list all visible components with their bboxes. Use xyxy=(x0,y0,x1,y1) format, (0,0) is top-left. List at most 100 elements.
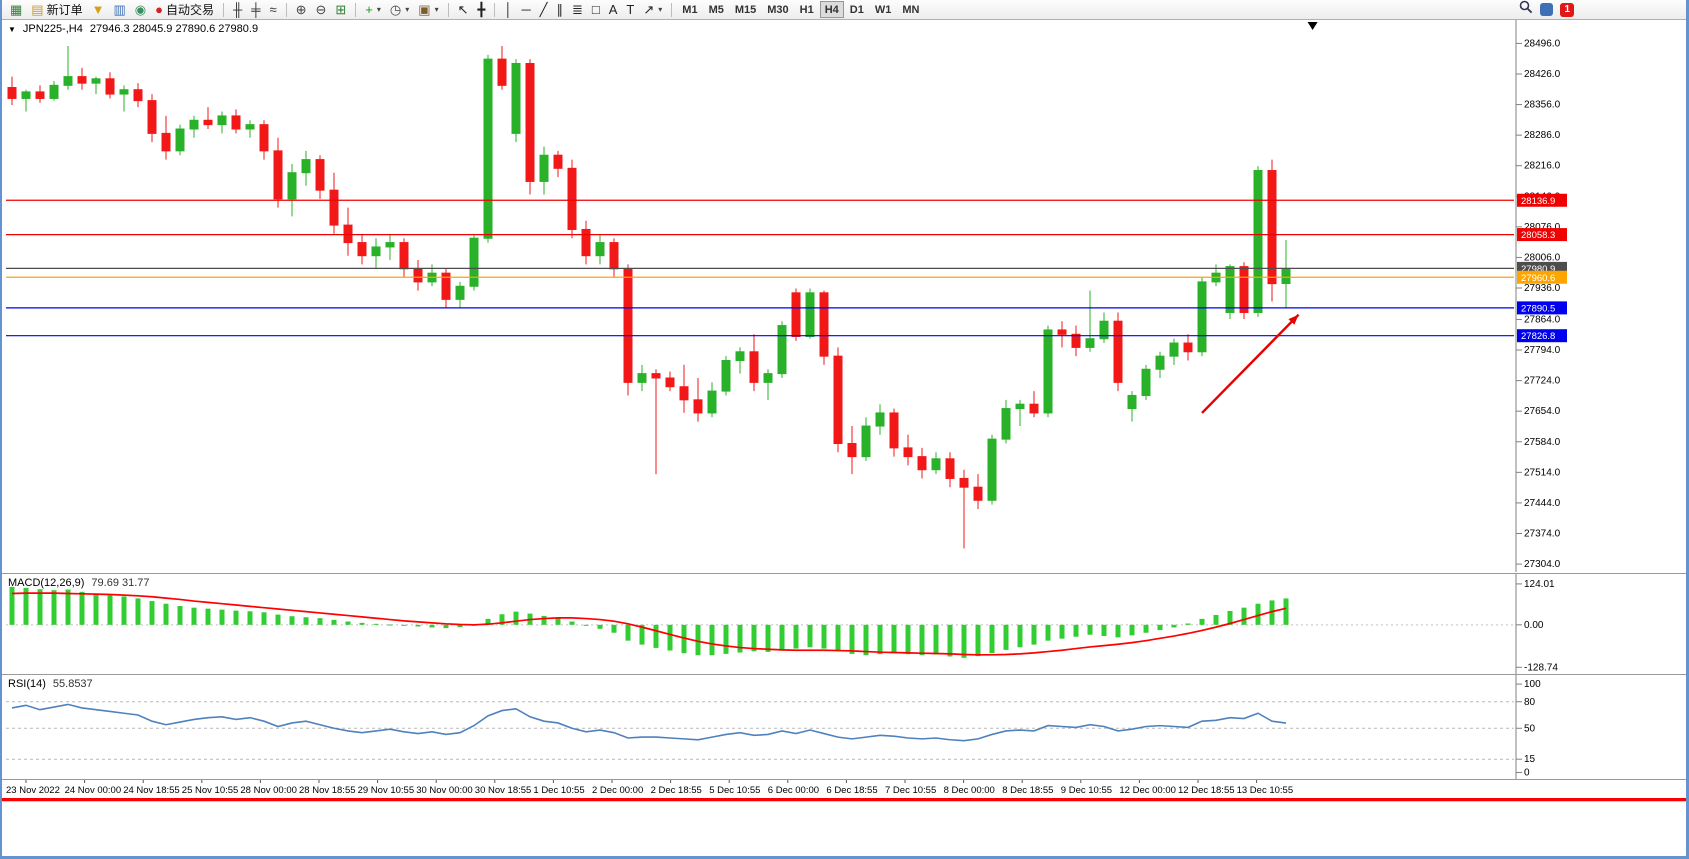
svg-text:28426.0: 28426.0 xyxy=(1524,69,1561,80)
svg-text:0: 0 xyxy=(1524,767,1530,778)
macd-indicator-label: MACD(12,26,9) 79.69 31.77 xyxy=(8,577,150,589)
navigator-button[interactable]: ◉ xyxy=(131,1,150,19)
text-button[interactable]: A xyxy=(605,1,622,19)
chart-collapse-icon[interactable]: ▼ xyxy=(8,24,16,34)
svg-text:80: 80 xyxy=(1524,697,1536,708)
svg-text:27444.0: 27444.0 xyxy=(1524,498,1561,509)
arrows-button[interactable]: ↗ ▾ xyxy=(639,1,666,19)
svg-text:8 Dec 18:55: 8 Dec 18:55 xyxy=(1002,785,1053,796)
main-toolbar: ▦ ▤ 新订单 ▼ ▥ ◉ ● 自动交易 ╫ ╪ ≈ ⊕ ⊖ ⊞ + ▾ ◷ ▾ ▣ ▾ ↖ ╋ │ ─ ╱ ∥ ≣ □ A T ↗ ▾ M1… xyxy=(2,0,1686,20)
bar-chart-button[interactable]: ╫ xyxy=(229,1,246,19)
svg-text:28058.3: 28058.3 xyxy=(1521,230,1555,241)
tile-windows-icon: ⊞ xyxy=(335,2,347,17)
shapes-button[interactable]: □ xyxy=(588,1,604,19)
timeframe-m5-button[interactable]: M5 xyxy=(704,1,729,18)
zoom-in-button[interactable]: ⊕ xyxy=(292,1,311,19)
fibonacci-icon: ≣ xyxy=(571,2,583,17)
svg-text:27960.6: 27960.6 xyxy=(1521,273,1555,284)
templates-button[interactable]: ▣ ▾ xyxy=(414,1,442,19)
toolbar-separator xyxy=(223,2,224,17)
svg-text:27724.0: 27724.0 xyxy=(1524,376,1561,387)
candlestick-chart-button[interactable]: ╪ xyxy=(247,1,264,19)
channel-icon: ∥ xyxy=(556,2,563,17)
timeframe-mn-button[interactable]: MN xyxy=(897,1,924,18)
price-chart-canvas[interactable]: 28496.028426.028356.028286.028216.028146… xyxy=(2,20,1686,572)
svg-text:100: 100 xyxy=(1524,679,1541,690)
text-label-icon: T xyxy=(626,2,635,17)
svg-text:24 Nov 18:55: 24 Nov 18:55 xyxy=(123,785,180,796)
new-chart-icon: ▦ xyxy=(10,2,23,17)
periods-dropdown-icon[interactable]: ▾ xyxy=(405,5,410,14)
time-axis[interactable]: 23 Nov 2022 24 Nov 00:00 24 Nov 18:55 25 No… xyxy=(2,780,1686,798)
macd-values: 79.69 31.77 xyxy=(91,577,150,589)
new-chart-button[interactable]: ▦ xyxy=(6,1,26,19)
chart-symbol: JPN225-,H4 xyxy=(22,23,83,35)
data-window-icon: ▥ xyxy=(113,2,126,17)
svg-text:28076.0: 28076.0 xyxy=(1524,222,1561,233)
candlestick-chart-icon: ╪ xyxy=(251,2,261,17)
svg-text:27826.8: 27826.8 xyxy=(1521,331,1555,342)
zoom-out-button[interactable]: ⊖ xyxy=(311,1,330,19)
periods-button[interactable]: ◷ ▾ xyxy=(386,1,413,19)
vertical-line-button[interactable]: │ xyxy=(500,1,516,19)
data-window-button[interactable]: ▥ xyxy=(109,1,129,19)
toolbar-right: 1 xyxy=(1519,0,1574,19)
arrows-dropdown-icon[interactable]: ▾ xyxy=(658,5,663,14)
toolbar-separator xyxy=(671,2,673,17)
expert-advisors-button[interactable]: ▼ xyxy=(88,1,109,19)
timeframe-m30-button[interactable]: M30 xyxy=(762,1,793,18)
indicators-dropdown-icon[interactable]: ▾ xyxy=(376,5,381,14)
templates-dropdown-icon[interactable]: ▾ xyxy=(434,5,439,14)
bar-chart-icon: ╫ xyxy=(233,2,243,17)
svg-text:23 Nov 2022: 23 Nov 2022 xyxy=(6,785,60,796)
svg-text:27374.0: 27374.0 xyxy=(1524,528,1561,539)
autotrade-button-label: 自动交易 xyxy=(165,3,214,17)
time-axis-panel[interactable]: 23 Nov 2022 24 Nov 00:00 24 Nov 18:55 25 No… xyxy=(2,779,1686,798)
timeframe-h4-button[interactable]: H4 xyxy=(819,1,844,18)
svg-text:-128.74: -128.74 xyxy=(1524,662,1558,673)
rsi-panel[interactable]: 100 80 50 15 0 RSI(14) 55.8537 xyxy=(2,674,1686,779)
bottom-filler xyxy=(2,801,1686,856)
indicators-button[interactable]: + ▾ xyxy=(361,1,385,19)
crosshair-button[interactable]: ╋ xyxy=(473,1,489,19)
svg-text:13 Dec 10:55: 13 Dec 10:55 xyxy=(1237,785,1294,796)
mobile-app-icon[interactable] xyxy=(1540,3,1554,16)
fibonacci-button[interactable]: ≣ xyxy=(568,1,587,19)
text-label-button[interactable]: T xyxy=(622,1,638,19)
svg-text:27980.9: 27980.9 xyxy=(1521,264,1555,275)
channel-button[interactable]: ∥ xyxy=(552,1,567,19)
line-chart-icon: ≈ xyxy=(269,2,277,17)
timeframe-m15-button[interactable]: M15 xyxy=(730,1,761,18)
timeframe-w1-button[interactable]: W1 xyxy=(870,1,897,18)
svg-text:27794.0: 27794.0 xyxy=(1524,345,1561,356)
search-icon[interactable] xyxy=(1519,0,1533,19)
trendline-button[interactable]: ╱ xyxy=(536,1,552,19)
rsi-value: 55.8537 xyxy=(52,678,93,690)
svg-text:6 Dec 18:55: 6 Dec 18:55 xyxy=(826,785,877,796)
svg-text:12 Dec 18:55: 12 Dec 18:55 xyxy=(1178,785,1235,796)
macd-panel[interactable]: 124.01 0.00 -128.74 MACD(12,26,9) 79.69 31… xyxy=(2,573,1686,674)
timeframe-d1-button[interactable]: D1 xyxy=(845,1,869,18)
svg-text:27864.0: 27864.0 xyxy=(1524,314,1561,325)
chart-symbol-label: ▼ JPN225-,H4 27946.3 28045.9 27890.6 279… xyxy=(8,23,258,35)
svg-text:8 Dec 00:00: 8 Dec 00:00 xyxy=(944,785,995,796)
toolbar-separator xyxy=(355,2,357,17)
timeframe-m1-button[interactable]: M1 xyxy=(677,1,702,18)
autotrade-icon: ● xyxy=(155,2,163,17)
svg-text:15: 15 xyxy=(1524,754,1536,765)
horizontal-line-button[interactable]: ─ xyxy=(517,1,534,19)
autotrade-button[interactable]: ● 自动交易 xyxy=(151,1,218,19)
new-order-button[interactable]: ▤ 新订单 xyxy=(27,1,86,19)
svg-text:29 Nov 10:55: 29 Nov 10:55 xyxy=(358,785,415,796)
text-icon: A xyxy=(608,2,618,17)
macd-indicator-canvas[interactable]: 124.01 0.00 -128.74 xyxy=(2,574,1686,674)
tile-windows-button[interactable]: ⊞ xyxy=(331,1,350,19)
timeframe-h1-button[interactable]: H1 xyxy=(795,1,819,18)
price-chart-panel[interactable]: 28496.028426.028356.028286.028216.028146… xyxy=(2,20,1686,573)
rsi-indicator-canvas[interactable]: 100 80 50 15 0 xyxy=(2,675,1686,779)
svg-text:2 Dec 00:00: 2 Dec 00:00 xyxy=(592,785,643,796)
new-order-icon: ▤ xyxy=(31,2,44,17)
notification-badge[interactable]: 1 xyxy=(1560,2,1574,17)
cursor-button[interactable]: ↖ xyxy=(454,1,473,19)
line-chart-button[interactable]: ≈ xyxy=(265,1,280,19)
